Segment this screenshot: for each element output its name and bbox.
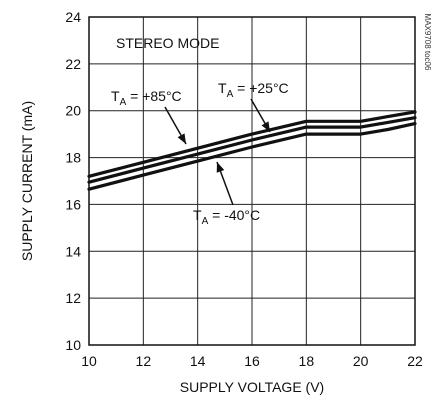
x-tick-label: 10 xyxy=(81,353,97,369)
arrow-minus40c xyxy=(216,161,234,206)
annotation-minus40c: TA = -40°C xyxy=(193,207,260,227)
series-line-25c xyxy=(87,116,417,184)
grid xyxy=(89,17,415,345)
x-axis-title: SUPPLY VOLTAGE (V) xyxy=(180,379,324,395)
arrow-25c xyxy=(250,98,271,133)
annotation-85c-t: T xyxy=(111,88,120,104)
x-tick-label: 20 xyxy=(353,353,369,369)
annotation-85c-sub: A xyxy=(120,97,127,108)
annotation-minus40c-t: T xyxy=(193,207,202,223)
y-tick-label: 10 xyxy=(65,337,81,353)
x-tick-label: 16 xyxy=(244,353,260,369)
annotation-minus40c-value: = -40°C xyxy=(208,207,260,223)
series-group xyxy=(87,110,417,191)
y-tick-label: 14 xyxy=(65,243,81,259)
arrow-85c xyxy=(164,106,187,145)
x-tick-label: 12 xyxy=(136,353,152,369)
annotation-25c-sub: A xyxy=(227,89,234,100)
x-tick-label: 14 xyxy=(190,353,206,369)
annotation-25c: TA = +25°C xyxy=(218,80,289,100)
annotation-arrows xyxy=(164,98,271,206)
annotation-25c-value: = +25°C xyxy=(233,80,288,96)
series-line-minus40c xyxy=(87,122,417,191)
x-tick-label: 18 xyxy=(299,353,315,369)
annotation-85c-value: = +85°C xyxy=(126,88,181,104)
plot-frame xyxy=(88,16,416,346)
y-tick-label: 22 xyxy=(65,56,81,72)
annotation-minus40c-sub: A xyxy=(202,216,209,227)
x-tick-label: 22 xyxy=(407,353,423,369)
y-axis-title: SUPPLY CURRENT (mA) xyxy=(19,101,35,261)
series-line-85c xyxy=(87,110,417,178)
y-tick-label: 12 xyxy=(65,290,81,306)
x-tick-labels: 10 12 14 16 18 20 22 xyxy=(81,353,423,369)
y-tick-label: 16 xyxy=(65,196,81,212)
annotation-85c: TA = +85°C xyxy=(111,88,182,108)
y-tick-label: 24 xyxy=(65,9,81,25)
y-tick-label: 20 xyxy=(65,103,81,119)
y-tick-labels: 10 12 14 16 18 20 22 24 xyxy=(65,9,81,353)
mode-label: STEREO MODE xyxy=(116,35,219,51)
annotation-25c-t: T xyxy=(218,80,227,96)
watermark-label: MAX9708 toc06 xyxy=(423,14,432,71)
y-tick-label: 18 xyxy=(65,150,81,166)
